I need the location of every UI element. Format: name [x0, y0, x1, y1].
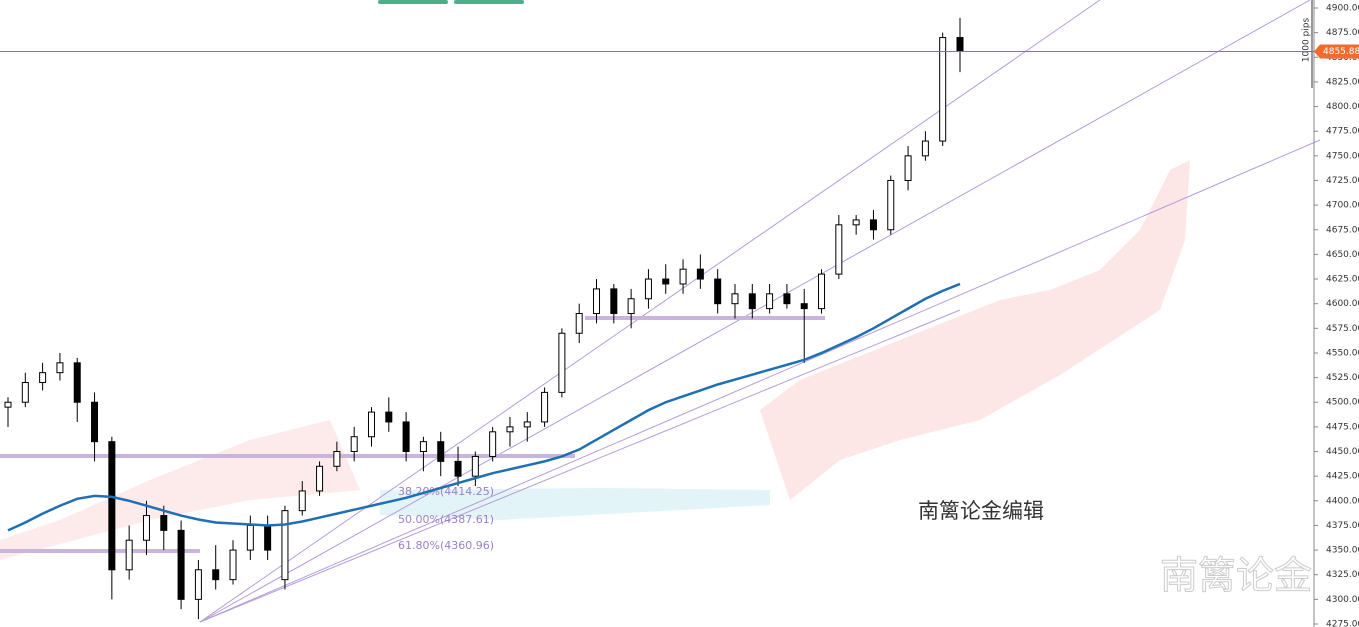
candle-body: [194, 569, 202, 600]
candle-body: [73, 362, 81, 403]
y-tick-label: 4350.00: [1326, 546, 1359, 556]
candle-body: [593, 288, 601, 315]
y-tick-label: 4775.00: [1326, 127, 1359, 137]
candle-body: [696, 268, 704, 280]
candle-body: [679, 268, 687, 285]
candle-body: [956, 37, 964, 52]
y-tick-label: 4400.00: [1326, 496, 1359, 506]
candle-body: [714, 278, 722, 305]
candle-body: [800, 303, 808, 310]
candle-body: [783, 293, 791, 305]
cloud-decor: [760, 160, 1190, 500]
candle-body: [160, 515, 168, 531]
y-tick-label: 4825.00: [1326, 77, 1359, 87]
toolbar-button[interactable]: [378, 0, 448, 4]
candle-body: [869, 219, 877, 231]
candle-body: [177, 529, 185, 600]
fib-label: 38.20%(4414.25): [398, 485, 494, 498]
y-tick-label: 4300.00: [1326, 595, 1359, 605]
y-tick-label: 4575.00: [1326, 324, 1359, 334]
candle-body: [939, 37, 947, 142]
last-price-label: 4855.88: [1323, 47, 1359, 57]
candle-body: [558, 332, 566, 393]
candle-body: [419, 441, 427, 453]
candle-body: [610, 288, 618, 315]
candle-body: [437, 441, 445, 462]
candle-body: [212, 569, 220, 581]
candle-body: [298, 490, 306, 512]
candle-body: [350, 436, 358, 453]
y-tick-label: 4550.00: [1326, 348, 1359, 358]
y-tick-label: 4525.00: [1326, 373, 1359, 383]
y-tick-label: 4500.00: [1326, 398, 1359, 408]
candle-body: [541, 391, 549, 423]
y-tick-label: 4800.00: [1326, 102, 1359, 112]
candle-body: [627, 298, 635, 315]
toolbar-button[interactable]: [454, 0, 524, 4]
y-tick-label: 4475.00: [1326, 422, 1359, 432]
y-tick-label: 4625.00: [1326, 275, 1359, 285]
y-tick-label: 4425.00: [1326, 472, 1359, 482]
candle-body: [904, 155, 912, 181]
y-tick-label: 4450.00: [1326, 447, 1359, 457]
moving-average: [7, 282, 961, 532]
candle-body: [506, 426, 514, 433]
cloud-decor: [380, 488, 770, 520]
y-tick-label: 4650.00: [1326, 250, 1359, 260]
candle-body: [523, 421, 531, 428]
candle-body: [921, 140, 929, 157]
candle-body: [108, 441, 116, 571]
candle-body: [246, 524, 254, 551]
y-tick-label: 4375.00: [1326, 521, 1359, 531]
candle-body: [818, 273, 826, 310]
candle-body: [454, 460, 462, 477]
candle-body: [91, 401, 99, 443]
y-tick-label: 4275.00: [1326, 620, 1359, 627]
candle-body: [264, 524, 272, 551]
y-tick-label: 4600.00: [1326, 299, 1359, 309]
candle-body: [56, 362, 64, 374]
y-tick-label: 4325.00: [1326, 570, 1359, 580]
last-price-tag: [1314, 44, 1359, 59]
y-tick-label: 4900.00: [1326, 4, 1359, 14]
watermark: 南篱论金: [1160, 554, 1312, 598]
candle-body: [575, 313, 583, 334]
candle-body: [385, 411, 393, 423]
candle-body: [4, 401, 12, 408]
candle-body: [402, 421, 410, 453]
candle-body: [852, 219, 860, 226]
trend-lines: [199, 0, 1321, 623]
candle-body: [281, 510, 289, 581]
candle-body: [142, 515, 150, 541]
watermark-caption: 南篱论金编辑: [918, 499, 1044, 523]
candle-body: [316, 465, 324, 492]
candle-body: [39, 372, 47, 384]
y-tick-label: 4875.00: [1326, 28, 1359, 38]
candle-body: [835, 224, 843, 275]
candle-body: [766, 293, 774, 310]
candle-body: [333, 451, 341, 467]
y-tick-label: 4725.00: [1326, 176, 1359, 186]
fib-label: 50.00%(4387.61): [398, 513, 494, 526]
candle-body: [662, 278, 670, 285]
candle-body: [644, 278, 652, 300]
y-tick-label: 4700.00: [1326, 201, 1359, 211]
pips-label: 1000 pips: [1302, 18, 1312, 63]
candle-body: [367, 411, 375, 438]
candle-body: [229, 549, 237, 581]
candle-body: [125, 539, 133, 571]
candle-body: [21, 382, 29, 403]
candle-body: [748, 293, 756, 310]
y-tick-label: 4750.00: [1326, 151, 1359, 161]
candle-body: [471, 455, 479, 477]
candle-body: [489, 431, 497, 457]
fib-label: 61.80%(4360.96): [398, 539, 494, 552]
candle-body: [731, 293, 739, 305]
y-tick-label: 4675.00: [1326, 225, 1359, 235]
candle-body: [887, 179, 895, 231]
